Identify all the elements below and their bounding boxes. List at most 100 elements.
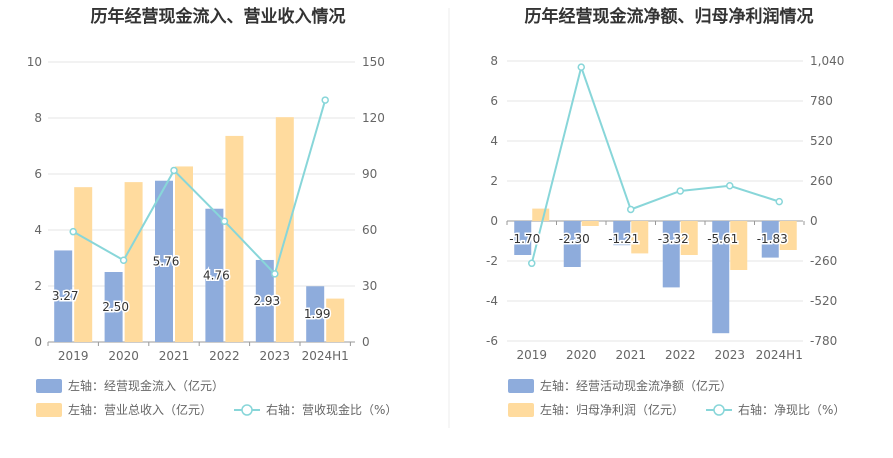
bar-secondary xyxy=(680,221,698,255)
right-axis-tick: 0 xyxy=(810,214,818,228)
left-axis-tick: 2 xyxy=(34,279,42,293)
x-axis-tick-label: 2021 xyxy=(159,349,190,363)
bar-value-label: -5.61 xyxy=(707,232,738,246)
left-axis-tick: 4 xyxy=(490,134,498,148)
left-axis-tick: 6 xyxy=(34,167,42,181)
ratio-point xyxy=(676,187,684,195)
bar-secondary xyxy=(730,221,748,270)
right-axis-tick: 780 xyxy=(810,94,833,108)
bar-secondary xyxy=(175,166,193,342)
left-axis-tick: 0 xyxy=(34,335,42,349)
right-axis-tick: 30 xyxy=(362,279,377,293)
left-axis-tick: -6 xyxy=(486,334,498,348)
ratio-point xyxy=(271,270,279,278)
ratio-point xyxy=(321,96,329,104)
legend-swatch xyxy=(36,379,62,393)
legend-swatch xyxy=(508,403,534,417)
bar-value-label: 5.76 xyxy=(153,254,180,268)
bar-secondary xyxy=(275,117,294,342)
bar-secondary xyxy=(532,208,550,221)
x-axis-tick-label: 2020 xyxy=(108,349,139,363)
bar-value-label: 3.27 xyxy=(52,289,79,303)
bar-primary xyxy=(255,259,274,342)
legend-marker xyxy=(713,404,725,416)
bar-value-label: -3.32 xyxy=(658,232,689,246)
ratio-point xyxy=(119,256,128,264)
ratio-point xyxy=(220,217,229,225)
bar-value-label: 2.50 xyxy=(102,300,129,314)
right-axis-tick: -520 xyxy=(810,294,837,308)
bar-primary xyxy=(205,208,224,342)
bar-secondary xyxy=(631,221,649,254)
bar-secondary xyxy=(124,182,143,342)
bar-value-label: -2.30 xyxy=(559,232,590,246)
legend-label: 左轴：经营现金流入（亿元） xyxy=(68,378,224,393)
chart-title: 历年经营现金流入、营业收入情况 xyxy=(91,6,346,27)
x-axis-tick-label: 2022 xyxy=(209,349,240,363)
bar-primary xyxy=(761,221,779,258)
bar-secondary xyxy=(74,187,93,342)
bar-primary xyxy=(306,286,325,342)
chart-title: 历年经营现金流净额、归母净利润情况 xyxy=(525,6,814,27)
x-axis-tick-label: 2023 xyxy=(714,348,745,362)
right-axis-tick: -780 xyxy=(810,334,837,348)
bar-primary xyxy=(712,221,730,334)
right-axis-tick: 90 xyxy=(362,167,377,181)
left-axis-tick: -2 xyxy=(486,254,498,268)
chart-1: 历年经营现金流入、营业收入情况 0 2 4 6 8 10 0 30 60 90 120 150 2019 2… xyxy=(27,6,397,417)
bar-primary xyxy=(54,250,73,342)
ratio-line xyxy=(530,63,780,264)
legend-label: 右轴：营收现金比（%） xyxy=(266,402,397,417)
bar-value-label: -1.70 xyxy=(509,232,540,246)
legend-label: 左轴：营业总收入（亿元） xyxy=(68,402,212,417)
ratio-point xyxy=(577,63,585,71)
right-axis-tick: 0 xyxy=(362,335,370,349)
left-axis-tick: 8 xyxy=(34,111,42,125)
bar-value-label: 4.76 xyxy=(203,268,230,282)
ratio-point xyxy=(627,205,635,214)
x-axis-tick-label: 2023 xyxy=(260,349,291,363)
legend-label: 右轴：净现比（%） xyxy=(738,402,845,417)
right-axis-tick: 150 xyxy=(362,55,385,69)
legend-label: 左轴：经营活动现金流净额（亿元） xyxy=(540,378,732,393)
x-axis-tick-label: 2024H1 xyxy=(756,348,803,362)
right-axis-tick: 1,040 xyxy=(810,54,844,68)
bar-value-label: -1.83 xyxy=(757,232,788,246)
left-axis-tick: 2 xyxy=(490,174,498,188)
ratio-point xyxy=(775,197,783,206)
chart-2: 历年经营现金流净额、归母净利润情况 -6 -4 -2 0 2 4 6 8 -780 -520 -260… xyxy=(486,6,845,417)
bar-secondary xyxy=(581,221,599,226)
right-axis-tick: 120 xyxy=(362,111,385,125)
bar-primary xyxy=(662,221,680,288)
right-axis-tick: 520 xyxy=(810,134,833,148)
left-axis-tick: 0 xyxy=(490,214,498,228)
x-axis-tick-label: 2020 xyxy=(566,348,597,362)
legend-label: 左轴：归母净利润（亿元） xyxy=(540,402,684,417)
right-axis-tick: 260 xyxy=(810,174,833,188)
ratio-point xyxy=(528,259,536,268)
bar-value-label: 1.99 xyxy=(304,307,331,321)
right-axis-tick: -260 xyxy=(810,254,837,268)
ratio-point xyxy=(170,166,178,175)
ratio-point xyxy=(69,227,77,236)
left-axis-tick: 10 xyxy=(27,55,42,69)
bar-primary xyxy=(563,221,581,267)
legend-swatch xyxy=(36,403,62,417)
left-axis-tick: 8 xyxy=(490,54,498,68)
bar-value-label: 2.93 xyxy=(253,294,280,308)
bar-value-label: -1.21 xyxy=(608,232,639,246)
ratio-point xyxy=(726,182,734,190)
legend-swatch xyxy=(508,379,534,393)
bar-primary xyxy=(104,272,123,342)
bar-secondary xyxy=(225,135,244,342)
left-axis-tick: -4 xyxy=(486,294,498,308)
x-axis-tick-label: 2024H1 xyxy=(302,349,349,363)
bar-primary xyxy=(613,221,631,246)
legend-marker xyxy=(241,404,253,416)
right-axis-tick: 60 xyxy=(362,223,377,237)
bar-primary xyxy=(155,180,173,342)
x-axis-tick-label: 2021 xyxy=(615,348,646,362)
bar-primary xyxy=(514,221,532,255)
left-axis-tick: 6 xyxy=(490,94,498,108)
